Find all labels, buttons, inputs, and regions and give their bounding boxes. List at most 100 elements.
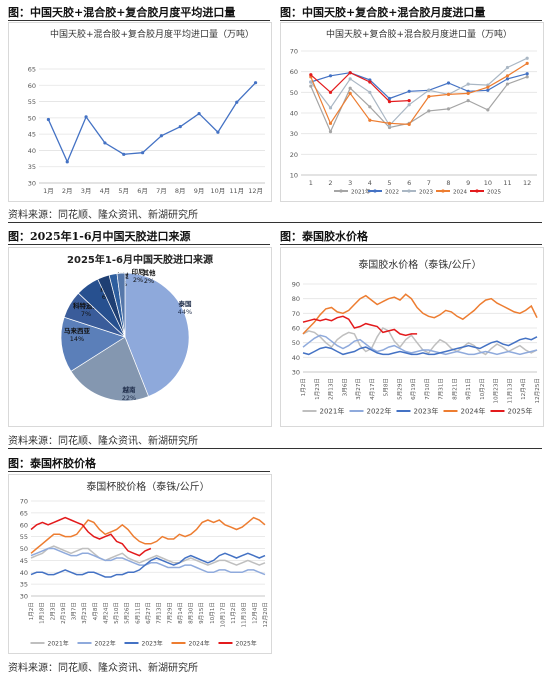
x-tick-label: 5月26日 (124, 602, 131, 624)
y-tick-label: 80 (292, 295, 300, 303)
legend-label: 2023年 (414, 407, 439, 416)
y-tick-label: 30 (292, 369, 300, 377)
x-tick-label: 6 (407, 179, 411, 187)
data-point (387, 100, 392, 104)
data-point (525, 72, 529, 76)
data-point (348, 86, 352, 90)
y-tick-label: 40 (28, 147, 36, 155)
x-tick-label: 12月20日 (262, 602, 269, 627)
x-tick-label: 1月23日 (314, 378, 321, 400)
x-tick-label: 5月8日 (383, 378, 390, 396)
x-tick-label: 4月24日 (102, 602, 109, 624)
x-tick-label: 2月19日 (60, 602, 67, 624)
x-tick-label: 10月17日 (219, 602, 226, 627)
x-tick-label: 8 (446, 179, 450, 187)
y-tick-label: 70 (20, 498, 28, 506)
x-tick-label: 6月11日 (134, 602, 141, 624)
source-note: 资料来源：同花顺、隆众资讯、新湖研究所 (8, 436, 198, 447)
y-tick-label: 65 (28, 66, 36, 74)
data-point (309, 73, 313, 77)
legend-label: 2022年 (367, 407, 392, 416)
data-point (387, 96, 392, 101)
x-tick-label: 4月8日 (92, 602, 99, 620)
y-tick-label: 50 (20, 545, 28, 553)
section-rule (8, 448, 542, 449)
legend-label: 2025年 (508, 407, 533, 416)
pie-label: 越南 (122, 385, 137, 394)
legend-label: 2022年 (95, 640, 116, 648)
x-tick-label: 12月4日 (520, 378, 527, 400)
data-point (309, 80, 313, 84)
y-tick-label: 65 (20, 509, 28, 517)
data-point (466, 82, 470, 86)
legend-marker (475, 189, 479, 193)
x-tick-label: 7 (427, 179, 431, 187)
y-tick-label: 55 (20, 533, 28, 541)
data-point (216, 130, 220, 134)
series-line-2021年 (310, 76, 528, 134)
data-point (486, 88, 490, 92)
data-point (427, 109, 431, 113)
data-point (486, 108, 490, 112)
y-tick-label: 45 (20, 557, 28, 565)
y-tick-label: 40 (292, 354, 300, 362)
pie-label: 泰国 (178, 299, 193, 308)
x-tick-label: 8月14日 (177, 602, 184, 624)
panel-avg-import: 中国天胶+混合胶+复合胶月度平均进口量（万吨） 30 35 40 45 50 55 60 65 1… (8, 22, 272, 202)
data-point (328, 121, 333, 125)
pie-label: 其他 (143, 268, 157, 277)
chart-title: 中国天胶+混合胶+复合胶月度平均进口量（万吨） (50, 28, 254, 40)
y-tick-label: 60 (290, 68, 298, 76)
y-tick-label: 60 (20, 521, 28, 529)
data-point (407, 103, 411, 107)
legend-label: 2024 (453, 190, 467, 196)
data-point (178, 125, 182, 129)
chart-title: 泰国胶水价格（泰铢/公斤） (358, 258, 481, 271)
x-tick-label: 5月29日 (396, 378, 403, 400)
data-point (407, 122, 411, 126)
data-point (140, 151, 145, 155)
y-tick-label: 10 (290, 172, 298, 180)
x-tick-label: 4 (368, 179, 372, 187)
y-tick-label: 70 (290, 48, 298, 56)
pie-value: 2% (133, 276, 143, 284)
legend-label: 2025 (487, 190, 501, 196)
pie-value: 7% (81, 310, 91, 318)
y-tick-label: 50 (290, 89, 298, 97)
pie-slice-泰国 (124, 272, 190, 397)
x-tick-label: 2 (328, 179, 332, 187)
data-point (348, 91, 352, 95)
x-tick-label: 9月 (194, 187, 205, 195)
y-tick-label: 30 (28, 180, 36, 188)
x-tick-label: 2月3日 (49, 602, 56, 620)
y-tick-label: 30 (290, 130, 298, 138)
data-point (309, 84, 313, 88)
chart-title: 泰国杯胶价格（泰铢/公斤） (86, 480, 209, 493)
x-tick-label: 5月 (118, 187, 129, 195)
series-line-2023 (310, 57, 528, 127)
y-tick-label: 20 (290, 151, 298, 159)
data-point (466, 99, 470, 103)
x-tick-label: 8月 (175, 187, 186, 195)
y-tick-label: 45 (28, 131, 36, 139)
x-tick-label: 12月 (248, 187, 263, 195)
data-point (368, 105, 372, 109)
panel-thai-latex: 泰国胶水价格（泰铢/公斤） 30 40 50 60 70 80 90 1月2日 1月23日 2月13… (280, 247, 544, 427)
series-line-2023年 (30, 552, 266, 578)
panel-monthly-import: 中国天胶+复合胶+混合胶月度进口量（万吨） 10 20 30 40 50 60 70 1 2 3 4 5… (280, 22, 544, 202)
y-tick-label: 40 (290, 110, 298, 118)
data-point (122, 152, 126, 156)
legend-label: 2024年 (189, 640, 210, 648)
data-point (525, 61, 529, 65)
x-tick-label: 6月19日 (410, 378, 417, 400)
x-tick-label: 1月 (43, 187, 54, 195)
x-tick-label: 12月25日 (534, 378, 541, 403)
data-point (253, 81, 258, 85)
pie-label: 印尼 (132, 267, 146, 276)
pie-slice-马来西亚 (60, 316, 126, 372)
data-point (387, 121, 392, 125)
x-tick-label: 11月 (229, 187, 244, 195)
y-tick-label: 40 (20, 569, 28, 577)
pie-value: 44% (178, 308, 192, 316)
x-tick-label: 9月11日 (465, 378, 472, 400)
